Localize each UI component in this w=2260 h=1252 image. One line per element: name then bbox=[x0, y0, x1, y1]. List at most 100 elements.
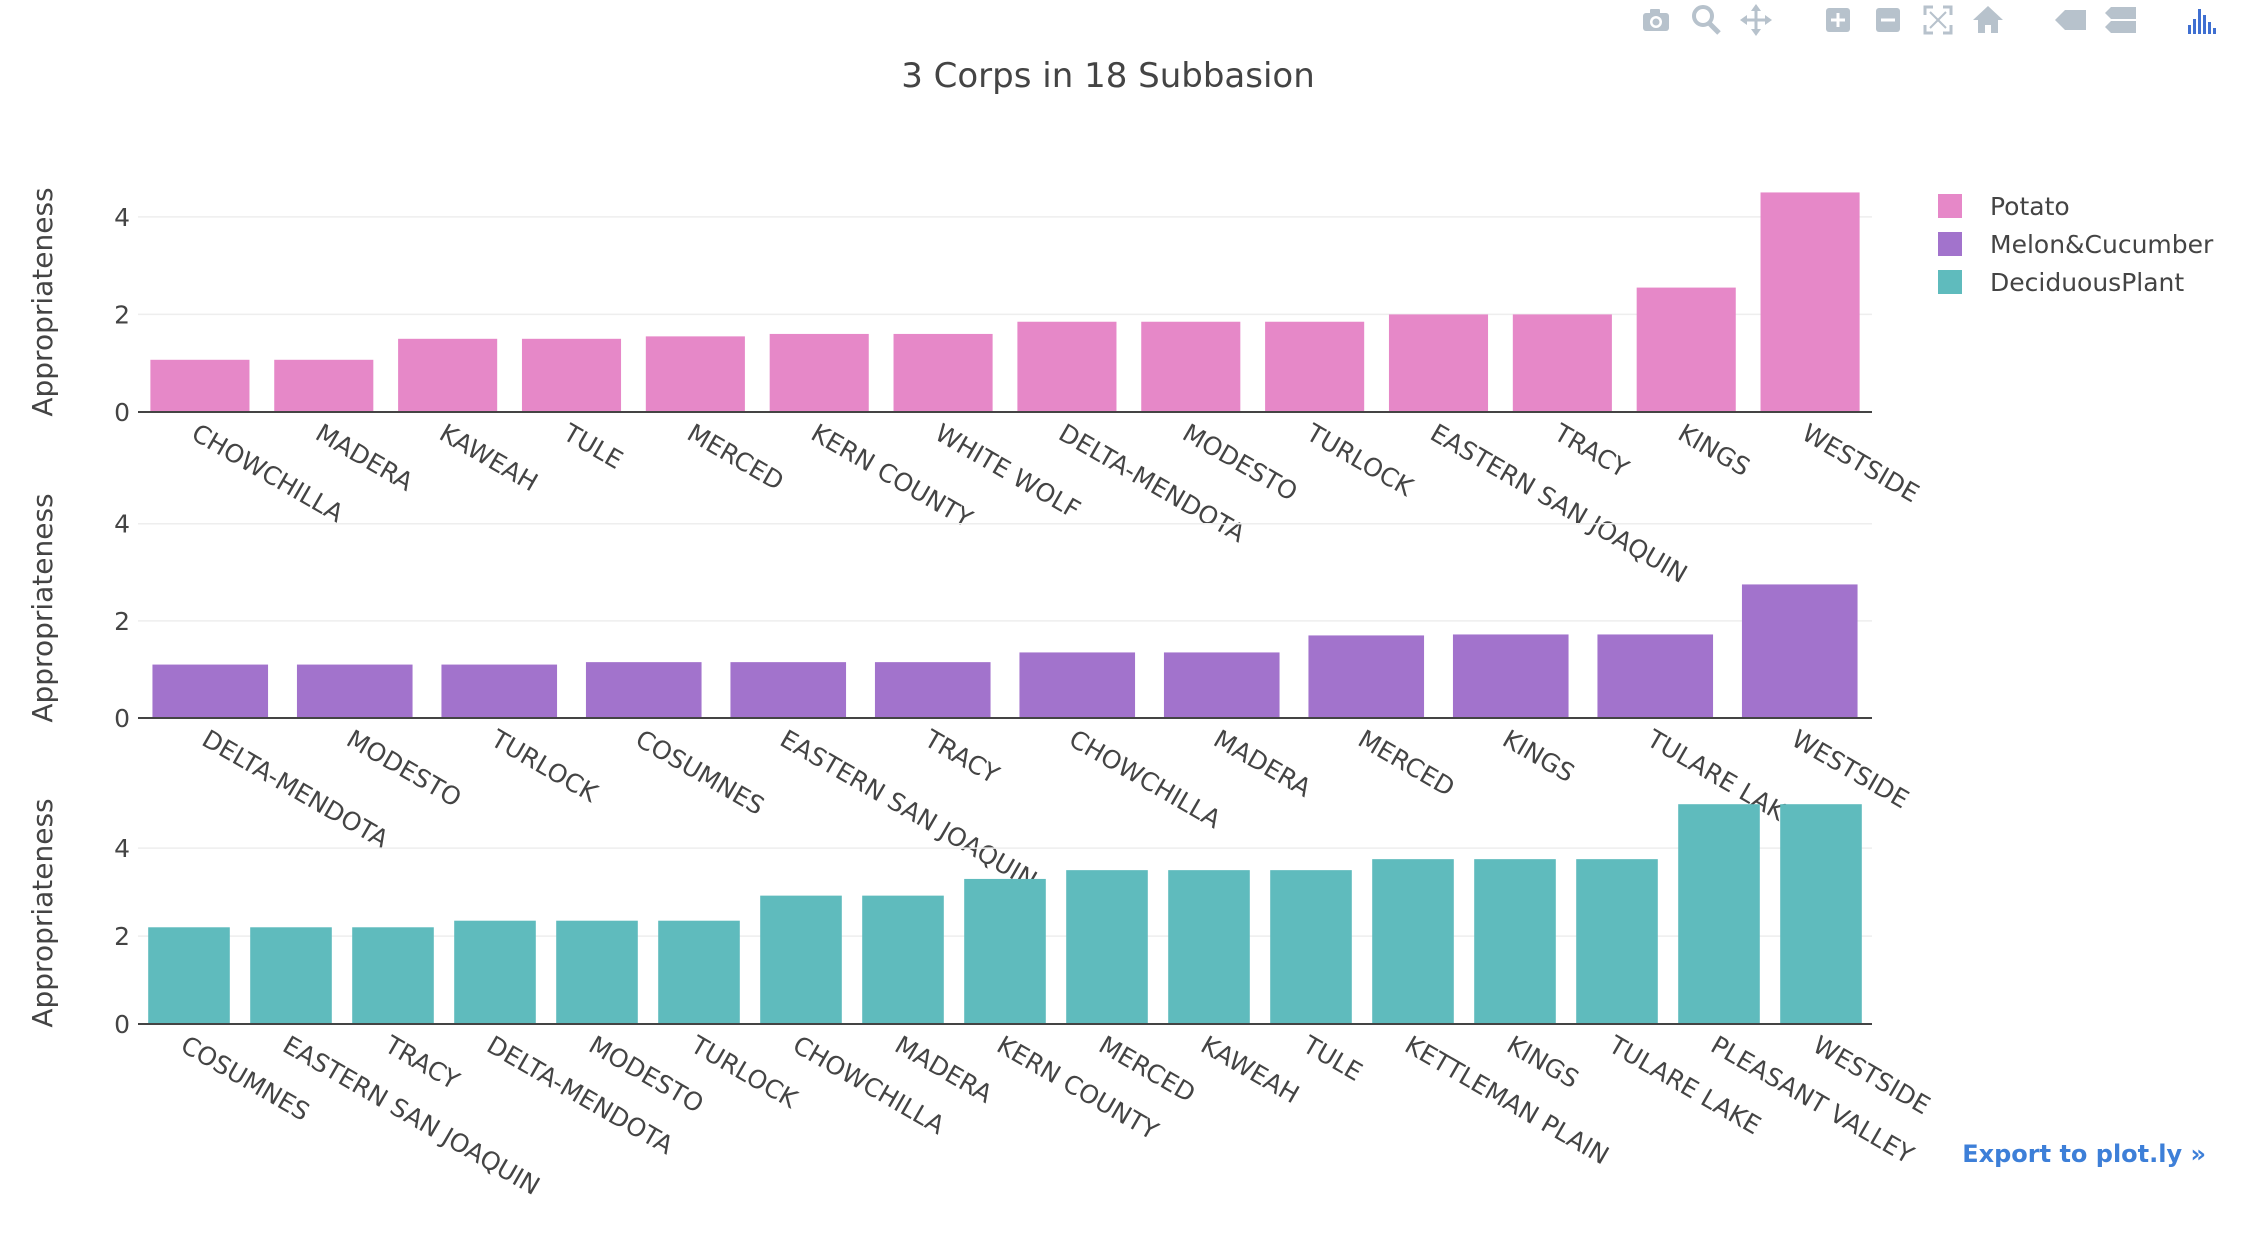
bar bbox=[658, 920, 740, 1024]
spike-tag-button[interactable] bbox=[2052, 2, 2088, 38]
zoom-in-icon bbox=[1826, 8, 1850, 32]
y-tick-label: 2 bbox=[114, 607, 130, 636]
legend-label: Potato bbox=[1990, 192, 2070, 221]
x-tick-label: KAWEAH bbox=[1196, 1030, 1304, 1109]
x-tick-label: KINGS bbox=[1502, 1030, 1584, 1094]
x-tick-label: TRACY bbox=[919, 724, 1005, 790]
pan-button[interactable] bbox=[1738, 2, 1774, 38]
bar bbox=[1678, 804, 1760, 1024]
x-tick-label: TULE bbox=[558, 418, 628, 475]
x-tick-label: MERCED bbox=[682, 418, 788, 496]
bar bbox=[1308, 635, 1425, 718]
x-tick-label: WESTSIDE bbox=[1787, 724, 1914, 814]
bar bbox=[1270, 870, 1352, 1024]
bar bbox=[250, 927, 332, 1024]
bar bbox=[148, 927, 230, 1024]
x-tick-label: CHOWCHILLA bbox=[1064, 724, 1226, 834]
legend-swatch bbox=[1938, 232, 1962, 256]
modebar bbox=[1638, 0, 2220, 40]
compare-icon bbox=[2105, 7, 2136, 33]
x-tick-label: MERCED bbox=[1353, 724, 1459, 802]
bar bbox=[521, 338, 622, 412]
legend-label: DeciduousPlant bbox=[1990, 268, 2184, 297]
y-tick-label: 4 bbox=[114, 834, 130, 863]
bar bbox=[1780, 804, 1862, 1024]
home-icon bbox=[1973, 6, 2003, 33]
bar bbox=[152, 664, 269, 718]
legend-swatch bbox=[1938, 270, 1962, 294]
bar bbox=[1388, 314, 1489, 412]
bar bbox=[1576, 859, 1658, 1024]
bar bbox=[964, 878, 1046, 1024]
bar bbox=[1760, 192, 1860, 412]
bar bbox=[1512, 314, 1612, 412]
zoom-button[interactable] bbox=[1688, 2, 1724, 38]
x-tick-label: COSUMNES bbox=[631, 724, 770, 821]
autoscale-icon bbox=[1923, 5, 1953, 35]
bar bbox=[454, 920, 536, 1024]
camera-icon bbox=[1643, 9, 1669, 31]
y-tick-label: 4 bbox=[114, 203, 130, 232]
export-link[interactable]: Export to plot.ly » bbox=[1962, 1140, 2206, 1168]
y-axis-title: Appropriateness bbox=[26, 187, 59, 416]
bar bbox=[1066, 870, 1148, 1024]
bar bbox=[1741, 584, 1858, 718]
zoom-in-button[interactable] bbox=[1820, 2, 1856, 38]
bar bbox=[769, 333, 869, 412]
y-tick-label: 0 bbox=[114, 704, 130, 733]
bar bbox=[1597, 634, 1714, 718]
zoom-out-icon bbox=[1876, 8, 1900, 32]
bar bbox=[1474, 859, 1556, 1024]
legend-swatch bbox=[1938, 194, 1962, 218]
x-tick-label: TULE bbox=[1297, 1030, 1367, 1087]
x-tick-label: KAWEAH bbox=[435, 418, 543, 497]
home-button[interactable] bbox=[1970, 2, 2006, 38]
x-tick-label: KINGS bbox=[1498, 724, 1580, 788]
plotly-logo-button[interactable] bbox=[2184, 2, 2220, 38]
zoom-icon bbox=[1692, 5, 1721, 35]
bar bbox=[893, 333, 993, 412]
bar bbox=[1372, 859, 1454, 1024]
autoscale-button[interactable] bbox=[1920, 2, 1956, 38]
legend-label: Melon&Cucumber bbox=[1990, 230, 2214, 259]
bar bbox=[862, 895, 944, 1024]
y-tick-label: 2 bbox=[114, 300, 130, 329]
bar bbox=[1452, 634, 1569, 718]
spike-tag-icon bbox=[2055, 10, 2086, 30]
bar bbox=[398, 338, 498, 412]
x-tick-label: MADERA bbox=[1209, 724, 1316, 803]
x-tick-label: MADERA bbox=[311, 418, 418, 497]
bar bbox=[760, 895, 842, 1024]
camera-button[interactable] bbox=[1638, 2, 1674, 38]
x-tick-label: TRACY bbox=[379, 1030, 465, 1096]
y-tick-label: 2 bbox=[114, 922, 130, 951]
bar bbox=[441, 664, 558, 718]
bar bbox=[274, 359, 374, 412]
x-tick-label: TURLOCK bbox=[1301, 418, 1419, 503]
bar bbox=[1141, 321, 1241, 412]
x-tick-label: EASTERN SAN JOAQUIN bbox=[775, 724, 1042, 895]
bar bbox=[585, 662, 702, 718]
y-tick-label: 0 bbox=[114, 1010, 130, 1039]
bar bbox=[874, 662, 991, 718]
x-tick-label: DELTA-MENDOTA bbox=[482, 1030, 678, 1160]
compare-button[interactable] bbox=[2102, 2, 2138, 38]
chart-title: 3 Corps in 18 Subbasion bbox=[901, 56, 1315, 96]
bar bbox=[1017, 321, 1117, 412]
bar bbox=[730, 662, 847, 718]
x-tick-label: KINGS bbox=[1673, 418, 1755, 482]
bar bbox=[1168, 870, 1250, 1024]
bar bbox=[645, 336, 745, 412]
x-tick-label: TURLOCK bbox=[485, 724, 603, 809]
bar bbox=[1163, 652, 1280, 718]
bar bbox=[1019, 652, 1136, 718]
x-tick-label: WESTSIDE bbox=[1797, 418, 1924, 508]
x-tick-label: TRACY bbox=[1548, 418, 1634, 484]
bar bbox=[1265, 321, 1365, 412]
x-tick-label: MODESTO bbox=[342, 724, 467, 813]
zoom-out-button[interactable] bbox=[1870, 2, 1906, 38]
plotly-logo-icon bbox=[2188, 9, 2216, 34]
bar bbox=[352, 927, 434, 1024]
pan-icon bbox=[1740, 4, 1772, 36]
